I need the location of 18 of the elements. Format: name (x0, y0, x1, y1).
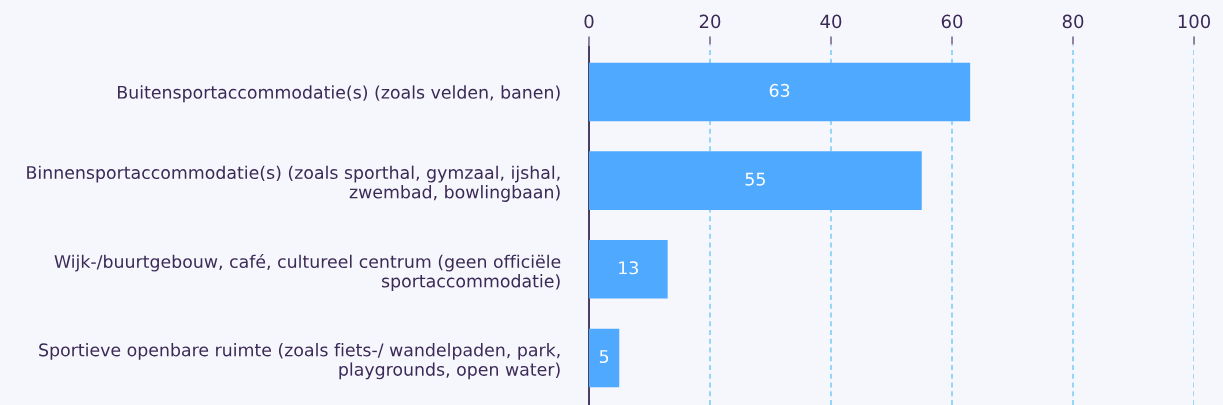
x-tick-label: 80 (1062, 14, 1084, 29)
bar (589, 151, 922, 210)
x-tick-label: 20 (699, 14, 721, 29)
y-tick-label: Sportieve openbare ruimte (zoals fiets-/ wandelpaden, park, playgrounds, open water) (39, 343, 560, 380)
bar (589, 328, 620, 388)
data-label: 55 (745, 172, 765, 186)
y-tick-label: Wijk-/buurtgebouw, café, cultureel centrum (geen officiële sportaccommodatie) (54, 253, 561, 291)
x-tick-label: 60 (941, 14, 963, 29)
x-tick-label: 40 (820, 14, 842, 29)
data-label: 13 (619, 261, 638, 275)
x-tick-label: 0 (584, 14, 594, 29)
y-tick-label: Buitensportaccommodatie(s) (zoals velden, banen) (118, 85, 560, 103)
x-tick-label: 100 (1178, 14, 1211, 29)
y-tick-label: Binnensportaccommodatie(s) (zoals sporthal, gymzaal, ijshal, zwembad, bowlingbaan) (27, 165, 560, 202)
data-label: 63 (769, 83, 790, 97)
bar (589, 240, 668, 299)
bar (589, 62, 971, 122)
data-label: 5 (599, 350, 609, 364)
